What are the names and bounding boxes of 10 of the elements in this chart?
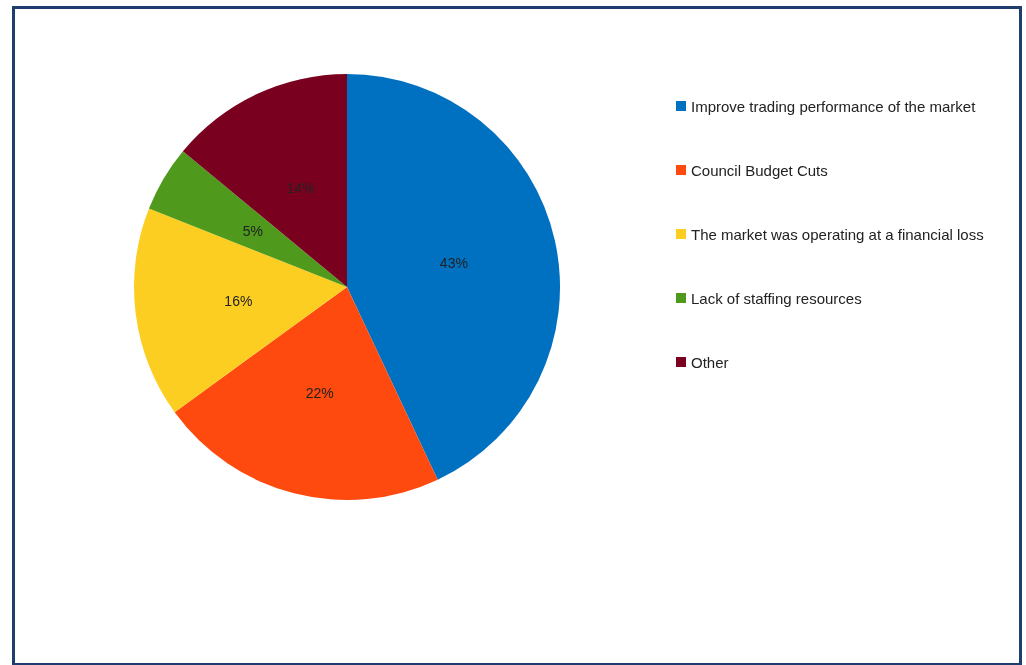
data-label: 16%	[224, 292, 253, 309]
legend-label: Improve trading performance of the market	[691, 97, 977, 115]
data-label: 22%	[305, 385, 334, 402]
data-label: 43%	[439, 255, 468, 272]
legend-label: Council Budget Cuts	[691, 161, 828, 179]
legend-label: Lack of staffing resources	[691, 289, 862, 307]
legend-label: The market was operating at a financial loss	[691, 225, 984, 243]
legend-label: Other	[691, 353, 729, 371]
data-label: 5%	[242, 223, 263, 240]
data-label: 14%	[286, 179, 315, 196]
